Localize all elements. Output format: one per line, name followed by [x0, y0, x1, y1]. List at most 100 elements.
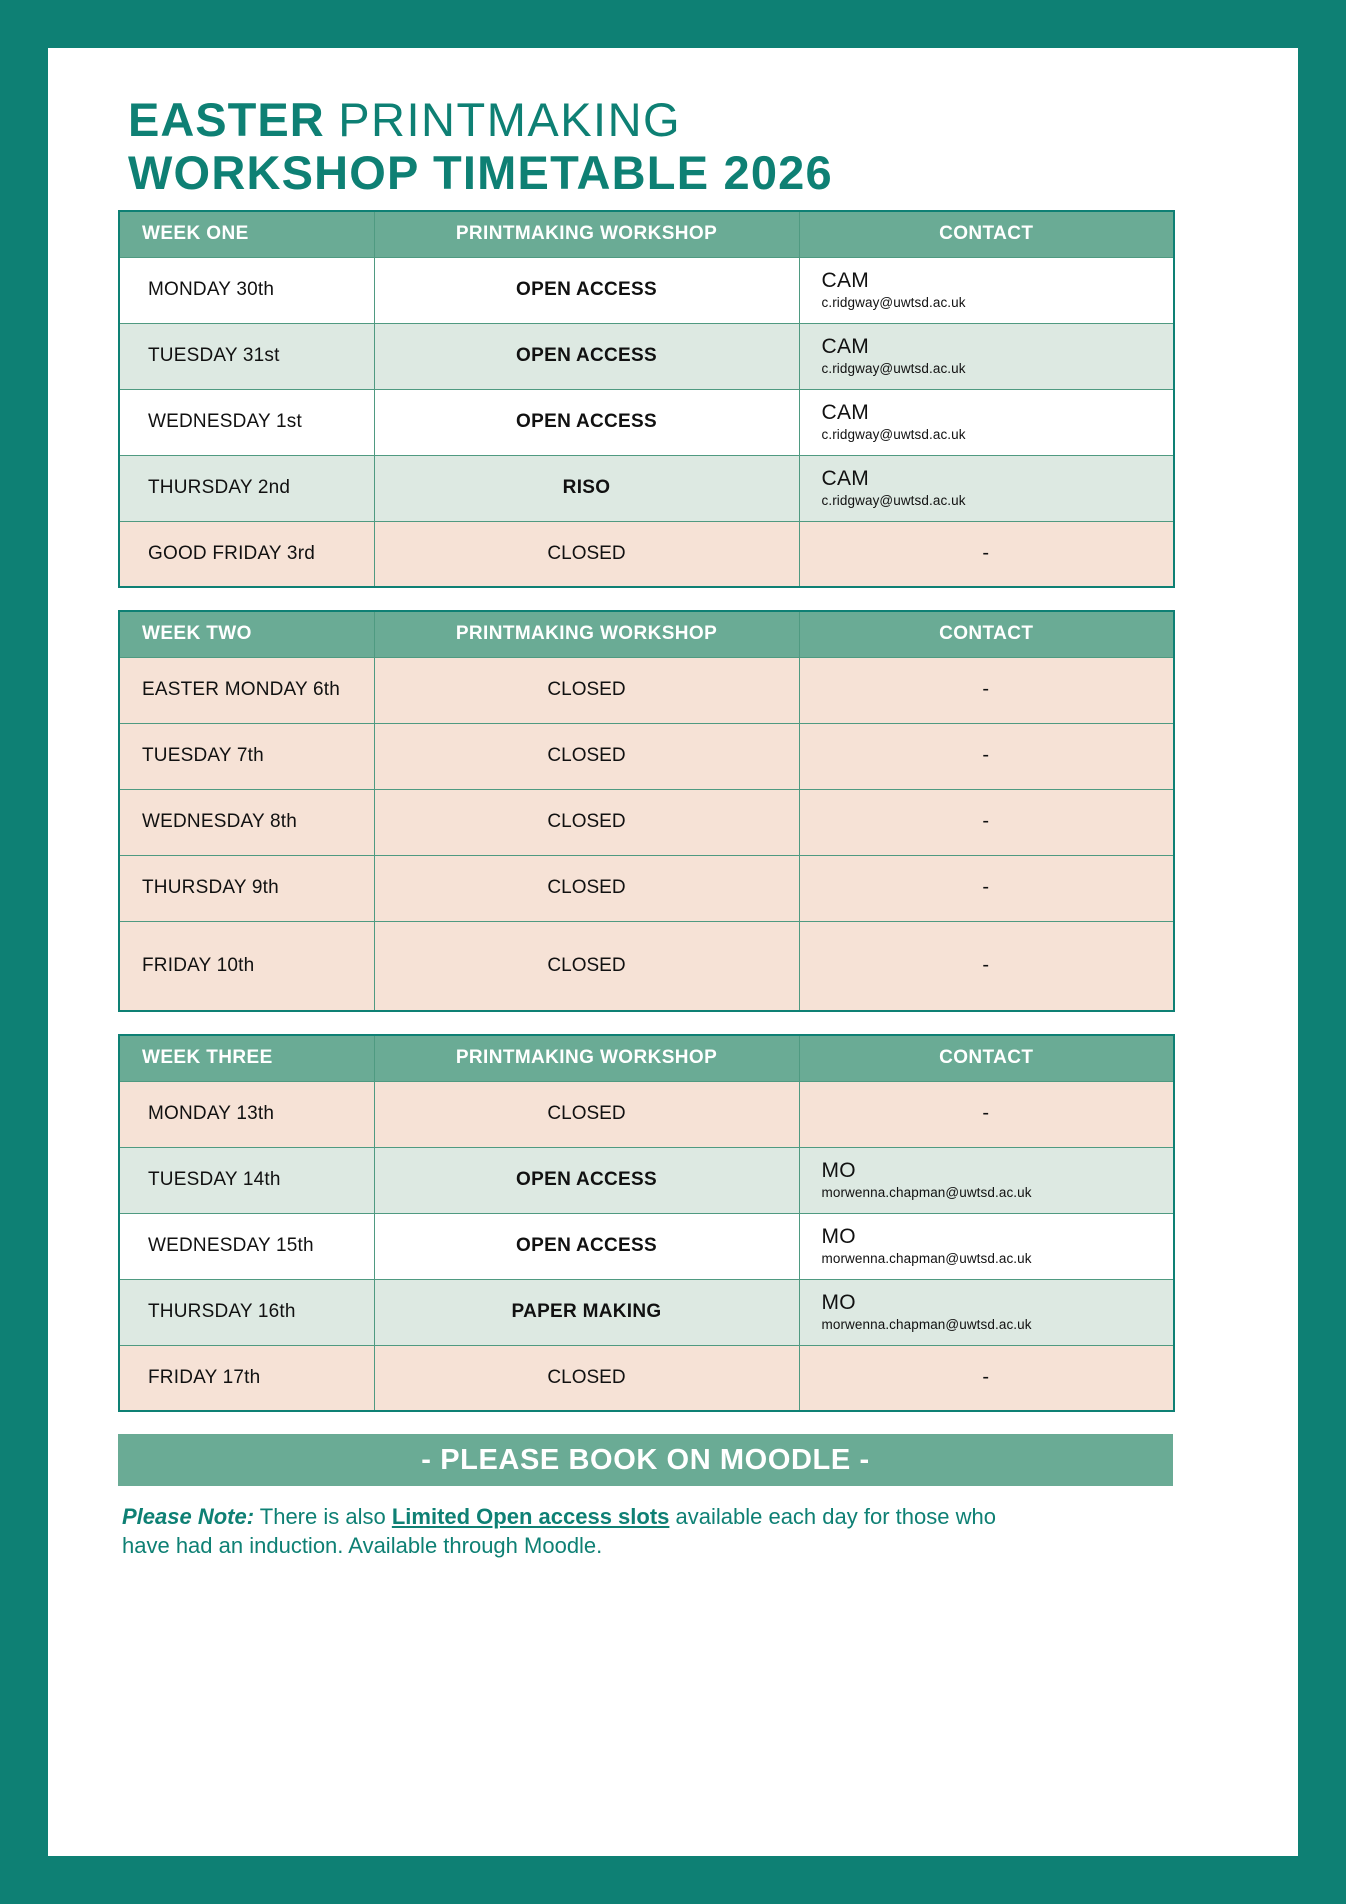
title-line-one: EASTER PRINTMAKING [128, 96, 1228, 143]
table-row: TUESDAY 31st OPEN ACCESS CAM c.ridgway@u… [118, 322, 1175, 390]
contact-email[interactable]: c.ridgway@uwtsd.ac.uk [821, 295, 966, 311]
day-label: THURSDAY 9th [118, 854, 375, 922]
contact-cell: - [798, 520, 1175, 588]
workshop-label: CLOSED [373, 520, 800, 588]
day-label: THURSDAY 16th [118, 1278, 375, 1346]
week-three-table: WEEK THREE PRINTMAKING WORKSHOP CONTACT … [118, 1034, 1175, 1412]
contact-cell: CAM c.ridgway@uwtsd.ac.uk [798, 256, 1175, 324]
contact-cell: MO morwenna.chapman@uwtsd.ac.uk [798, 1146, 1175, 1214]
contact-cell: - [798, 788, 1175, 856]
note-text-two: available each day for those who [669, 1504, 996, 1529]
table-row: MONDAY 30th OPEN ACCESS CAM c.ridgway@uw… [118, 256, 1175, 324]
contact-name: CAM [821, 400, 870, 424]
day-label: TUESDAY 31st [118, 322, 375, 390]
contact-cell: - [798, 1344, 1175, 1412]
workshop-label: CLOSED [373, 854, 800, 922]
workshop-label: OPEN ACCESS [373, 256, 800, 324]
contact-cell: MO morwenna.chapman@uwtsd.ac.uk [798, 1278, 1175, 1346]
limited-open-access-emphasis: Limited Open access slots [391, 1504, 670, 1529]
contact-cell: CAM c.ridgway@uwtsd.ac.uk [798, 388, 1175, 456]
column-header-workshop: PRINTMAKING WORKSHOP [373, 1034, 800, 1082]
column-header-contact: CONTACT [798, 210, 1175, 258]
workshop-label: CLOSED [373, 656, 800, 724]
contact-name: MO [821, 1290, 856, 1314]
note-text-three: have had an induction. Available through… [122, 1533, 603, 1559]
contact-name: CAM [821, 466, 870, 490]
workshop-label: CLOSED [373, 1080, 800, 1148]
title-easter: EASTER [128, 93, 325, 146]
contact-name: CAM [821, 268, 870, 292]
day-label: WEDNESDAY 15th [118, 1212, 375, 1280]
column-header-contact: CONTACT [798, 610, 1175, 658]
table-row: FRIDAY 17th CLOSED - [118, 1344, 1175, 1412]
column-header-workshop: PRINTMAKING WORKSHOP [373, 610, 800, 658]
day-label: FRIDAY 17th [118, 1344, 375, 1412]
workshop-label: OPEN ACCESS [373, 322, 800, 390]
table-row: THURSDAY 2nd RISO CAM c.ridgway@uwtsd.ac… [118, 454, 1175, 522]
table-row: TUESDAY 14th OPEN ACCESS MO morwenna.cha… [118, 1146, 1175, 1214]
week-one-table: WEEK ONE PRINTMAKING WORKSHOP CONTACT MO… [118, 210, 1175, 588]
workshop-label: CLOSED [373, 788, 800, 856]
table-row: WEDNESDAY 1st OPEN ACCESS CAM c.ridgway@… [118, 388, 1175, 456]
contact-cell: - [798, 920, 1175, 1012]
contact-email[interactable]: c.ridgway@uwtsd.ac.uk [821, 361, 966, 377]
please-note-label: Please Note: [122, 1504, 255, 1529]
table-row: TUESDAY 7th CLOSED - [118, 722, 1175, 790]
day-label: TUESDAY 14th [118, 1146, 375, 1214]
title-printmaking: PRINTMAKING [338, 93, 682, 146]
contact-email[interactable]: morwenna.chapman@uwtsd.ac.uk [821, 1251, 1032, 1267]
table-header-row: WEEK ONE PRINTMAKING WORKSHOP CONTACT [118, 210, 1175, 258]
day-label: EASTER MONDAY 6th [118, 656, 375, 724]
book-on-moodle-banner[interactable]: - PLEASE BOOK ON MOODLE - [118, 1434, 1173, 1486]
contact-cell: CAM c.ridgway@uwtsd.ac.uk [798, 322, 1175, 390]
table-row: WEDNESDAY 15th OPEN ACCESS MO morwenna.c… [118, 1212, 1175, 1280]
table-row: THURSDAY 16th PAPER MAKING MO morwenna.c… [118, 1278, 1175, 1346]
day-label: MONDAY 30th [118, 256, 375, 324]
day-label: GOOD FRIDAY 3rd [118, 520, 375, 588]
note-text-one: There is also [254, 1504, 392, 1529]
column-header-week: WEEK ONE [118, 210, 375, 258]
poster-content: EASTER PRINTMAKING WORKSHOP TIMETABLE 20… [118, 96, 1228, 1560]
title-line-two: WORKSHOP TIMETABLE 2026 [128, 146, 833, 199]
contact-cell: - [798, 722, 1175, 790]
contact-cell: CAM c.ridgway@uwtsd.ac.uk [798, 454, 1175, 522]
contact-cell: - [798, 854, 1175, 922]
workshop-label: RISO [373, 454, 800, 522]
column-header-contact: CONTACT [798, 1034, 1175, 1082]
day-label: MONDAY 13th [118, 1080, 375, 1148]
day-label: TUESDAY 7th [118, 722, 375, 790]
contact-cell: - [798, 656, 1175, 724]
contact-email[interactable]: c.ridgway@uwtsd.ac.uk [821, 493, 966, 509]
contact-name: MO [821, 1224, 856, 1248]
footer-note: Please Note: There is also Limited Open … [118, 1502, 1182, 1560]
day-label: THURSDAY 2nd [118, 454, 375, 522]
workshop-label: OPEN ACCESS [373, 1212, 800, 1280]
workshop-label: CLOSED [373, 722, 800, 790]
contact-name: MO [821, 1158, 856, 1182]
workshop-label: PAPER MAKING [373, 1278, 800, 1346]
workshop-label: OPEN ACCESS [373, 1146, 800, 1214]
workshop-label: OPEN ACCESS [373, 388, 800, 456]
week-two-table: WEEK TWO PRINTMAKING WORKSHOP CONTACT EA… [118, 610, 1175, 1012]
table-header-row: WEEK THREE PRINTMAKING WORKSHOP CONTACT [118, 1034, 1175, 1082]
column-header-week: WEEK TWO [118, 610, 375, 658]
table-row: EASTER MONDAY 6th CLOSED - [118, 656, 1175, 724]
column-header-workshop: PRINTMAKING WORKSHOP [373, 210, 800, 258]
table-row: THURSDAY 9th CLOSED - [118, 854, 1175, 922]
day-label: WEDNESDAY 1st [118, 388, 375, 456]
contact-email[interactable]: c.ridgway@uwtsd.ac.uk [821, 427, 966, 443]
table-row: WEDNESDAY 8th CLOSED - [118, 788, 1175, 856]
poster-card: EASTER PRINTMAKING WORKSHOP TIMETABLE 20… [48, 48, 1298, 1856]
workshop-label: CLOSED [373, 920, 800, 1012]
contact-email[interactable]: morwenna.chapman@uwtsd.ac.uk [821, 1185, 1032, 1201]
page-title: EASTER PRINTMAKING WORKSHOP TIMETABLE 20… [128, 96, 1228, 196]
table-row: FRIDAY 10th CLOSED - [118, 920, 1175, 1012]
contact-name: CAM [821, 334, 870, 358]
table-row: MONDAY 13th CLOSED - [118, 1080, 1175, 1148]
day-label: WEDNESDAY 8th [118, 788, 375, 856]
contact-email[interactable]: morwenna.chapman@uwtsd.ac.uk [821, 1317, 1032, 1333]
column-header-week: WEEK THREE [118, 1034, 375, 1082]
table-header-row: WEEK TWO PRINTMAKING WORKSHOP CONTACT [118, 610, 1175, 658]
day-label: FRIDAY 10th [118, 920, 375, 1012]
contact-cell: MO morwenna.chapman@uwtsd.ac.uk [798, 1212, 1175, 1280]
